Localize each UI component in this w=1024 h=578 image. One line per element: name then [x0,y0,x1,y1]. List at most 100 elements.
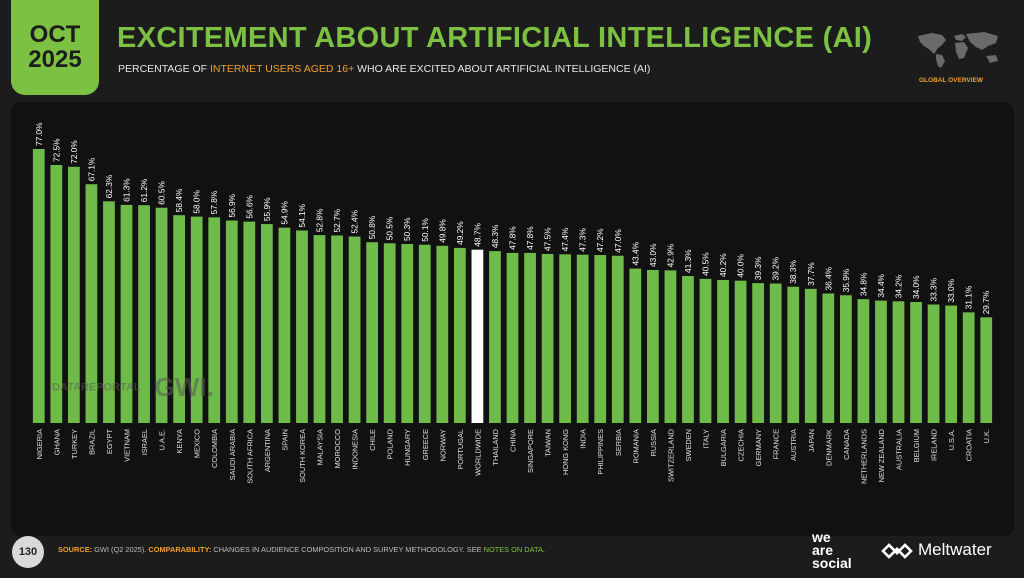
bar-vietnam [120,204,133,423]
bar-argentina [260,224,273,423]
category-label: NIGERIA [35,429,44,459]
comparability-key: COMPARABILITY: [148,545,212,554]
category-label: RUSSIA [649,429,658,457]
category-label: CROATIA [965,429,974,461]
bar-egypt [103,201,115,423]
category-label: SOUTH KOREA [298,429,307,483]
date-month: OCT [29,21,81,48]
value-label: 33.0% [946,278,956,302]
value-label: 54.9% [279,200,289,224]
bar-new-zealand [875,300,887,423]
value-label: 60.5% [157,181,167,205]
value-label: 48.7% [472,223,482,247]
category-label: HUNGARY [403,429,412,466]
bar-mexico [190,216,203,423]
bar-brazil [85,184,98,423]
category-label: NETHERLANDS [859,429,868,484]
category-label: SWITZERLAND [666,429,675,482]
category-label: ROMANIA [631,429,640,464]
value-label: 61.3% [122,178,132,202]
value-label: 49.8% [437,219,447,243]
category-label: U.S.A. [947,429,956,450]
meltwater-wordmark: Meltwater [918,540,992,559]
value-label: 47.8% [508,226,518,250]
category-label: BELGIUM [912,429,921,462]
category-label: AUSTRIA [789,429,798,461]
category-label: U.A.E. [158,429,167,450]
datareportal-watermark: DATAREPORTAL [52,381,141,394]
value-label: 58.4% [174,188,184,212]
category-label: POLAND [386,429,395,459]
value-label: 49.2% [455,221,465,245]
bar-south-africa [243,221,256,423]
value-label: 58.0% [192,189,202,213]
bar-kenya [173,215,186,423]
value-label: 29.7% [981,290,991,314]
value-label: 52.4% [350,209,360,233]
value-label: 77.0% [34,122,44,146]
gwi-watermark: GWI. [154,372,214,402]
page-number: 130 [12,536,44,568]
bar-philippines [594,255,607,423]
value-label: 43.4% [630,241,640,265]
category-label: U.K. [982,429,991,443]
category-label: VIETNAM [123,429,132,462]
value-label: 37.7% [806,262,816,286]
bar-colombia [208,217,221,423]
value-label: 50.1% [420,218,430,242]
bar-singapore [524,252,536,423]
value-label: 34.2% [894,274,904,298]
category-label: CHILE [368,429,377,451]
date-badge: OCT 2025 [11,0,99,95]
bar-malaysia [313,235,326,423]
bar-hong-kong [559,254,572,423]
category-label: BULGARIA [719,429,728,466]
bar-hungary [401,244,414,423]
value-label: 55.9% [262,197,272,221]
category-label: NORWAY [438,429,447,461]
value-label: 47.2% [595,228,605,252]
bar-worldwide [471,249,484,423]
notes-on-data-link[interactable]: NOTES ON DATA [483,545,543,554]
category-label: SOUTH AFRICA [245,429,254,484]
category-label: THAILAND [491,429,500,466]
bar-romania [629,268,642,423]
value-label: 35.9% [841,268,851,292]
value-label: 34.0% [911,275,921,299]
value-label: 52.7% [332,208,342,232]
category-label: CANADA [842,429,851,460]
subtitle-highlight: INTERNET USERS AGED 16+ [209,63,355,75]
bar-france [769,283,782,423]
bar-serbia [611,255,624,423]
bar-u-k [980,317,993,423]
bar-italy [699,278,712,423]
bar-russia [646,269,659,423]
category-label: PHILIPPINES [596,429,605,475]
category-label: SWEDEN [684,429,693,461]
value-label: 47.5% [543,227,553,251]
value-label: 50.5% [385,216,395,240]
category-label: ISRAEL [140,429,149,455]
bar-norway [436,245,449,423]
value-label: 33.3% [929,277,939,301]
category-label: NEW ZEALAND [877,429,886,482]
bar-portugal [453,247,466,423]
meltwater-icon [881,542,913,559]
section-label: GLOBAL OVERVIEW [919,77,984,84]
value-label: 62.3% [104,174,114,198]
value-label: 42.9% [665,243,675,267]
category-label: PORTUGAL [456,429,465,470]
bar-netherlands [857,299,870,423]
category-label: MEXICO [193,429,202,458]
category-label: INDONESIA [351,429,360,470]
category-label: INDIA [579,429,588,449]
category-label: GHANA [52,429,61,455]
value-label: 72.0% [69,140,79,164]
bar-poland [383,243,396,423]
bar-thailand [489,251,501,423]
value-label: 40.2% [718,253,728,277]
value-label: 34.4% [876,273,886,297]
page-title: EXCITEMENT ABOUT ARTIFICIAL INTELLIGENCE… [117,22,873,54]
category-label: FRANCE [772,429,781,459]
bar-chile [366,242,379,423]
